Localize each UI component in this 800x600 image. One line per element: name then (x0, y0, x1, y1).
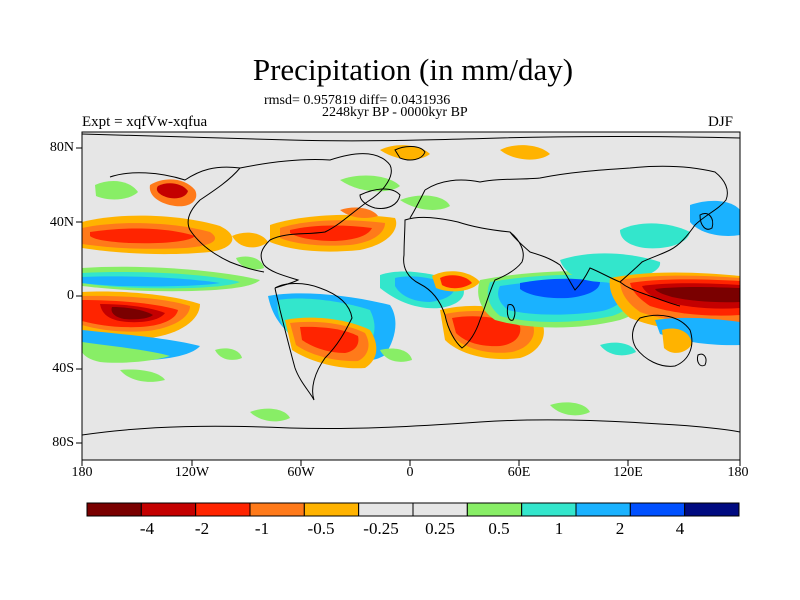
lon-label-180w: 180 (71, 465, 93, 480)
colorbar-label: -0.25 (363, 519, 399, 538)
anomaly-indian-ocean (478, 200, 740, 328)
lon-label-0: 0 (406, 465, 414, 480)
coastlines (82, 133, 740, 436)
period-subtitle: 2248kyr BP - 0000kyr BP (322, 105, 468, 120)
anomaly-equatorial-atlantic (380, 271, 480, 309)
anomaly-misc-patches (236, 145, 636, 422)
anomaly-north-pacific-ne (95, 179, 197, 207)
map-field (82, 132, 740, 460)
lon-label-120w: 120W (174, 465, 210, 480)
colorbar-swatch (575, 502, 631, 517)
lon-label-120e: 120E (613, 465, 643, 480)
colorbar-label: -2 (194, 519, 210, 538)
anomaly-north-atlantic (232, 207, 397, 252)
colorbar-swatch (412, 502, 468, 517)
colorbar-label: 2 (615, 519, 625, 538)
colorbar-swatch (249, 502, 305, 517)
season-label: DJF (708, 114, 734, 130)
colorbar-swatch (466, 502, 523, 517)
anomaly-north-pacific (82, 215, 233, 255)
colorbar-label: 0.25 (425, 519, 455, 538)
anomaly-south-pacific (82, 330, 242, 382)
colorbar (86, 502, 740, 517)
lat-label-0: 0 (67, 288, 74, 303)
colorbar-label: 4 (675, 519, 685, 538)
lon-label-60e: 60E (507, 465, 531, 480)
colorbar-label: 1 (554, 519, 564, 538)
lon-label-60w: 60W (287, 465, 315, 480)
colorbar-swatch (358, 502, 414, 517)
colorbar-swatch (684, 502, 740, 517)
colorbar-swatch (629, 502, 686, 517)
lat-label-40s: 40S (52, 361, 74, 376)
plot-title: Precipitation (in mm/day) (252, 52, 574, 87)
colorbar-label: 0.5 (488, 519, 510, 538)
lat-label-80n: 80N (49, 140, 74, 155)
colorbar-swatch (195, 502, 251, 517)
lon-label-180e: 180 (727, 465, 749, 480)
colorbar-swatch (303, 502, 360, 517)
lat-label-40n: 40N (49, 215, 74, 230)
lat-label-80s: 80S (52, 435, 74, 450)
colorbar-label: -0.5 (307, 519, 335, 538)
experiment-label: Expt = xqfVw-xqfua (82, 114, 208, 130)
colorbar-swatch (86, 502, 142, 517)
anomaly-central-pacific (82, 291, 200, 339)
colorbar-label: -1 (254, 519, 270, 538)
colorbar-swatch (140, 502, 197, 517)
anomaly-west-pacific (609, 272, 740, 353)
colorbar-swatch (521, 502, 577, 517)
stats-annotation: rmsd= 0.957819 diff= 0.0431936 (264, 93, 451, 108)
anomaly-east-pacific-itcz (82, 266, 260, 292)
axis-ticks (76, 147, 741, 466)
colorbar-label: -4 (139, 519, 155, 538)
